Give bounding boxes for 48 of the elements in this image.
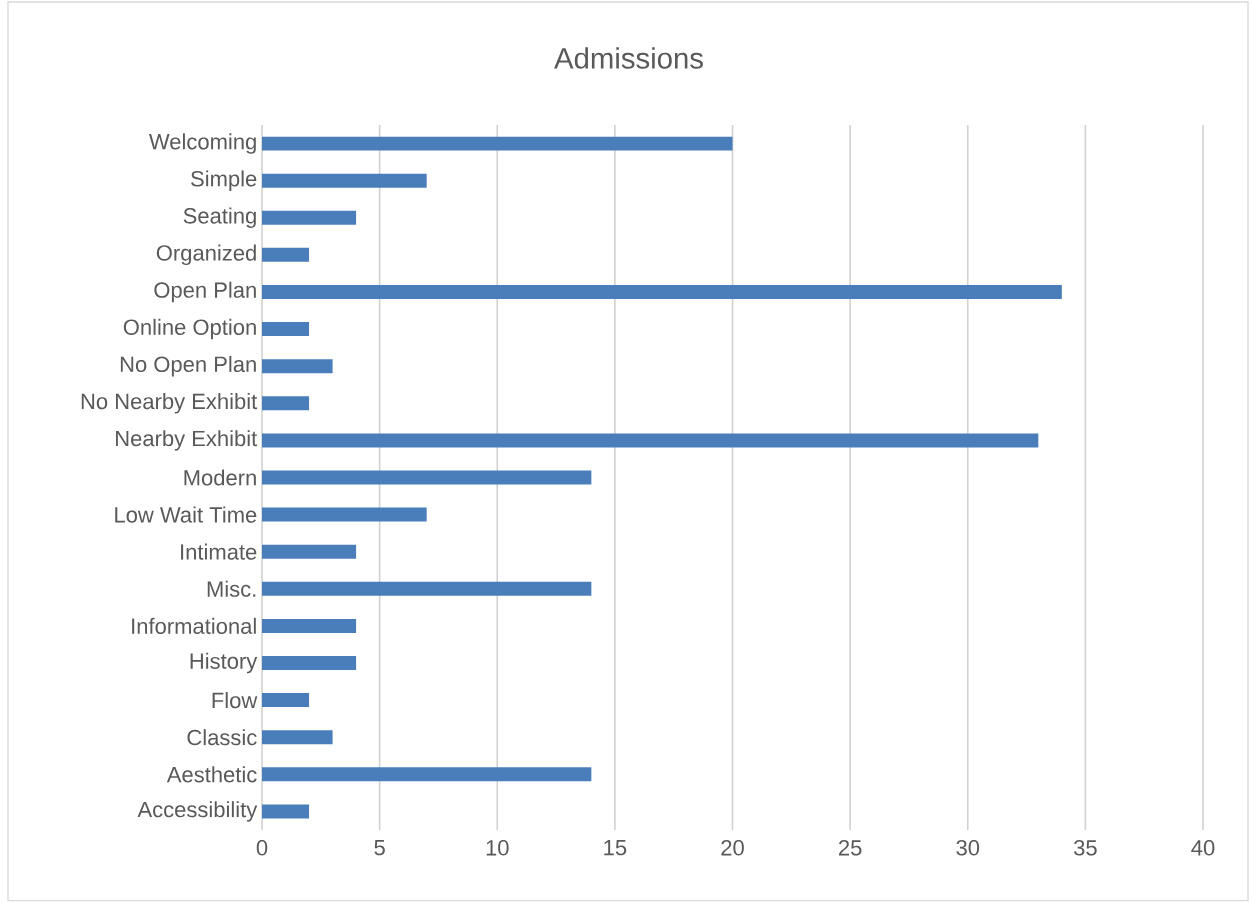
y-tick-label: Seating [183,207,256,228]
y-tick-label: No Nearby Exhibit [81,393,258,414]
y-tick-label: Simple [191,170,257,191]
x-tick-label: 40 [1191,840,1215,856]
y-tick-label: Organized [156,244,256,266]
bar [262,767,592,782]
y-tick-label: Intimate [181,543,257,560]
x-tick-label: 15 [604,840,627,856]
bar [262,173,427,188]
bar [262,396,310,411]
x-tick-label: 20 [721,840,744,856]
y-tick-label: Flow [212,692,258,709]
x-tick-label: 5 [374,840,385,856]
bar [262,693,310,708]
y-tick-label: Modern [184,469,256,486]
y-tick-label: Classic [187,729,257,746]
bar [262,470,592,485]
bar [262,507,427,522]
bar [262,656,357,671]
y-tick-label: Welcoming [148,133,256,154]
bar [262,544,357,559]
bar [262,322,310,337]
y-tick-label: Online Option [123,318,256,340]
y-tick-label: No Open Plan [120,355,256,377]
y-tick-label: Low Wait Time [115,506,257,523]
bar [262,581,592,596]
chart-title: Admissions [554,47,703,69]
bar [262,210,357,225]
bar [262,804,310,819]
y-tick-label: Nearby Exhibit [116,430,258,451]
x-tick-label: 0 [256,840,268,856]
x-tick-label: 35 [1073,840,1097,856]
bar [262,433,1039,448]
bar [262,247,310,262]
x-tick-label: 30 [956,840,980,856]
bar [262,136,733,151]
y-tick-label: Accessibility [137,801,258,822]
y-tick-label: Misc. [207,580,256,597]
y-tick-label: Aesthetic [166,766,257,783]
y-tick-label: Informational [132,617,256,634]
bar [262,730,333,745]
y-tick-label: Open Plan [154,281,256,303]
y-tick-label: History [190,652,258,674]
bar [262,359,333,374]
x-tick-label: 10 [486,840,509,856]
bar [262,618,357,633]
bar [262,284,1062,299]
x-tick-label: 25 [839,840,862,856]
